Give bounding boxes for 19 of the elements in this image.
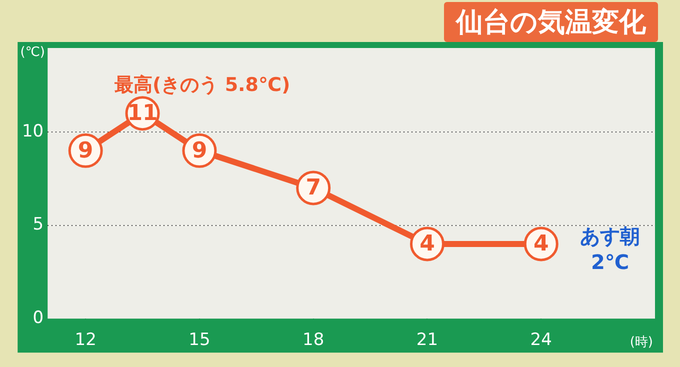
x-tick-label: 21 <box>416 330 438 350</box>
data-label: 9 <box>78 138 94 164</box>
y-tick-label: 5 <box>32 214 44 235</box>
data-label: 4 <box>533 232 549 257</box>
x-tick-label: 12 <box>74 330 96 350</box>
y-axis-title: (℃) <box>20 44 46 60</box>
x-axis-title: (時) <box>630 334 653 350</box>
data-label: 11 <box>127 101 158 126</box>
x-tick-label: 18 <box>302 330 324 350</box>
data-label: 4 <box>420 232 435 257</box>
data-label: 7 <box>306 176 322 201</box>
chart-title: 仙台の気温変化 <box>444 2 658 42</box>
x-tick-label: 15 <box>188 330 210 350</box>
x-tick-label: 24 <box>530 330 552 350</box>
data-label: 9 <box>192 138 208 164</box>
annotation: あす朝 2℃ <box>580 224 640 274</box>
y-tick-label: 0 <box>32 308 44 328</box>
y-tick-label: 10 <box>22 121 44 142</box>
annotation: 最高(きのう 5.8℃) <box>114 74 290 96</box>
